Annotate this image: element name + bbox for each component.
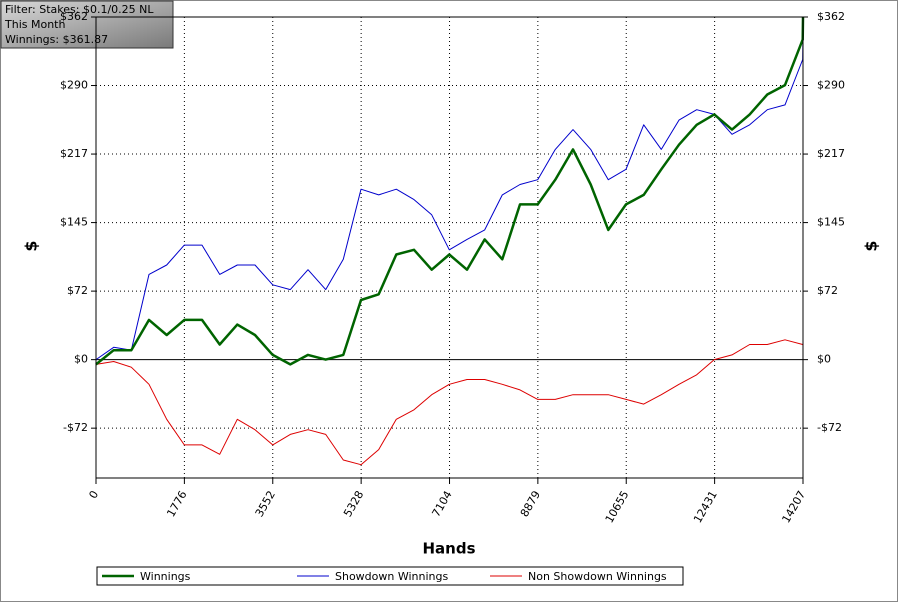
y-tick-label: $72	[817, 284, 838, 297]
y-tick-label: $0	[817, 353, 831, 366]
y-tick-label: $145	[60, 216, 88, 229]
info-box	[0, 0, 174, 49]
legend-label: Winnings	[140, 570, 191, 583]
y-tick-label: $0	[74, 353, 88, 366]
info-text: This Month	[4, 18, 65, 31]
series-line	[95, 31, 804, 361]
y-tick-label: $217	[60, 147, 88, 160]
y-axis-label: $	[862, 240, 881, 251]
legend-label: Showdown Winnings	[335, 570, 449, 583]
y-tick-label: $290	[60, 79, 88, 92]
plot-area	[95, 16, 805, 478]
plot-border	[95, 16, 804, 479]
y-tick-label: $362	[817, 10, 845, 23]
y-tick-label: -$72	[63, 421, 88, 434]
y-tick-label: $217	[817, 147, 845, 160]
y-tick-label: $72	[67, 284, 88, 297]
y-tick-label: -$72	[817, 421, 842, 434]
y-tick-label: $362	[60, 10, 88, 23]
legend-box	[96, 566, 684, 586]
x-axis-label: Hands	[422, 540, 475, 558]
y-tick-label: $290	[817, 79, 845, 92]
y-axis-label: $	[22, 240, 41, 251]
info-text: Winnings: $361.87	[5, 33, 108, 46]
info-text: Filter: Stakes: $0.1/0.25 NL	[5, 3, 154, 16]
series-line	[95, 16, 805, 366]
legend-label: Non Showdown Winnings	[528, 570, 667, 583]
series-line	[95, 339, 804, 466]
y-tick-label: $145	[817, 216, 845, 229]
